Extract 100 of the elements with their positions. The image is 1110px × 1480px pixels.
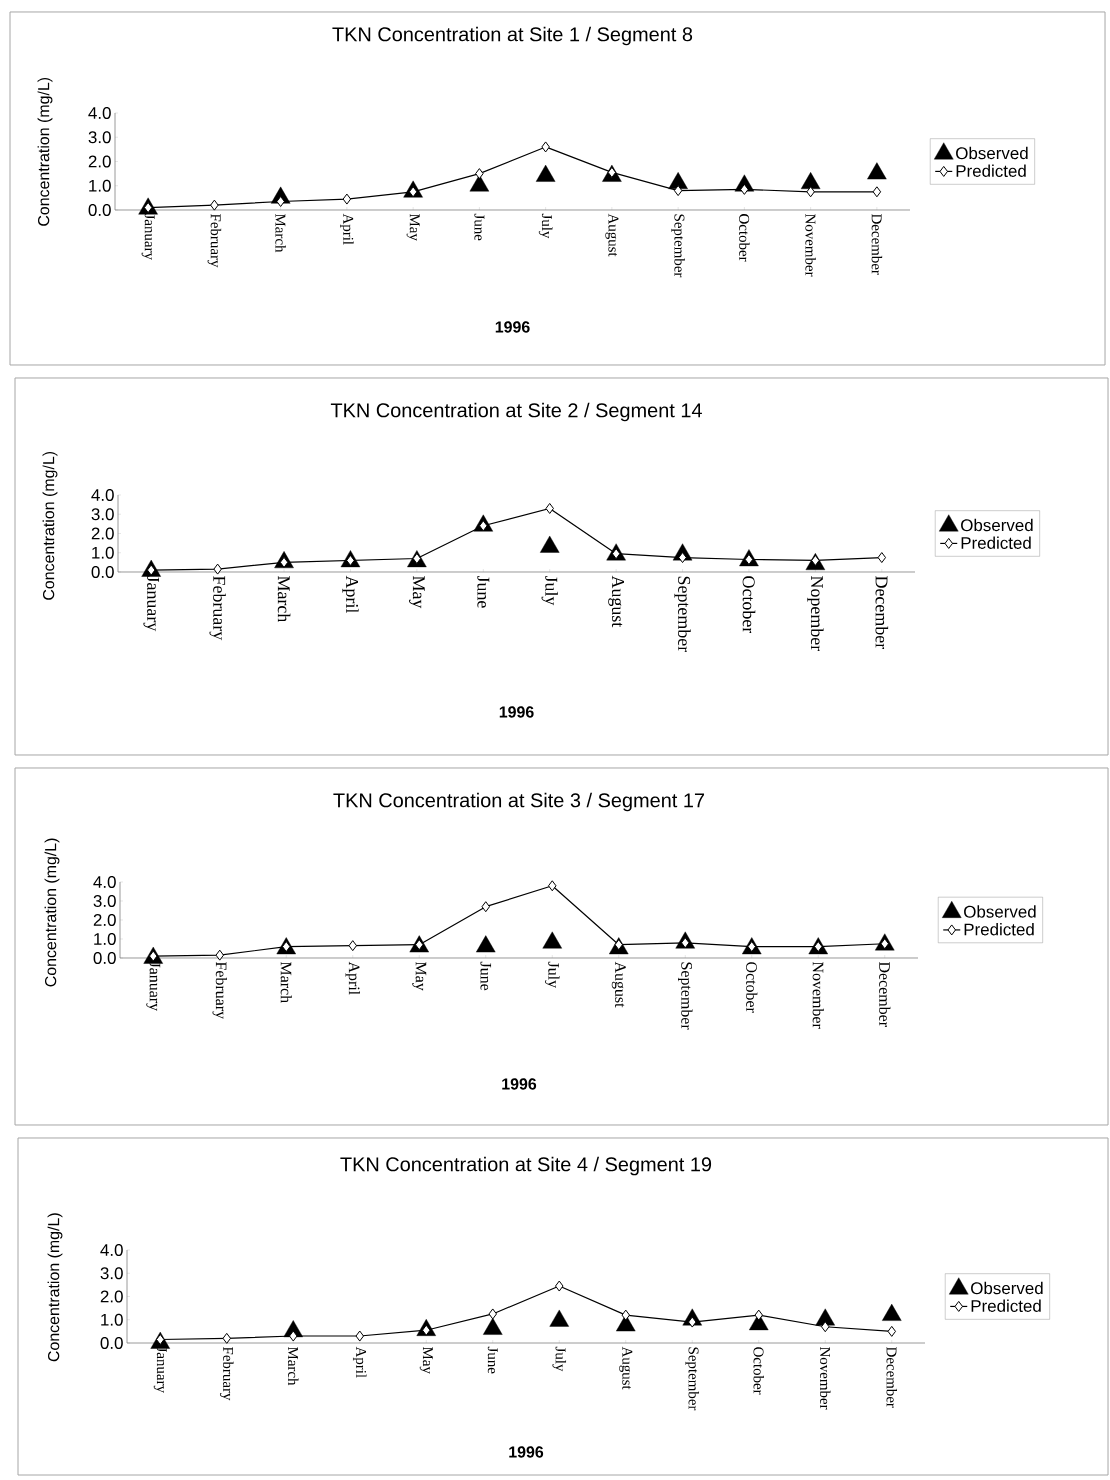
point [607, 166, 617, 178]
x-tick-label: April [340, 213, 354, 245]
x-tick-label: February [209, 576, 226, 641]
x-tick-label: May [419, 1346, 433, 1374]
chart-title: TKN Concentration at Site 2 / Segment 14 [330, 402, 702, 422]
x-tick-label: October [753, 1347, 764, 1395]
x-tick-label: January [146, 961, 161, 1012]
point [814, 941, 823, 953]
x-tick-label: July [545, 961, 560, 989]
x-tick-label: August [611, 961, 626, 1008]
x-tick-label: September [685, 1347, 700, 1411]
point [877, 552, 887, 564]
x-tick-label: September [678, 962, 693, 1030]
point [681, 937, 690, 949]
x-tick-label: May [406, 213, 420, 241]
point [215, 949, 224, 961]
x-tick-label: August [619, 1346, 633, 1390]
x-tick-label: June [474, 213, 485, 241]
legend-label: Observed [964, 905, 1036, 918]
point [149, 950, 158, 962]
x-tick-label: May [412, 961, 427, 991]
y-tick-label: 2.0 [91, 527, 114, 540]
x-tick-label: April [342, 575, 359, 614]
y-tick-label: 4.0 [88, 106, 111, 119]
y-tick-label: 2.0 [100, 1290, 123, 1303]
x-axis-title: 1996 [509, 1446, 544, 1458]
x-tick-label: August [608, 575, 624, 628]
x-tick-label: November [805, 213, 816, 277]
y-tick-label: 0.0 [88, 203, 111, 216]
x-tick-label: May [409, 576, 425, 609]
y-tick-label: 1.0 [92, 546, 114, 559]
x-tick-label: December [871, 213, 883, 275]
point [476, 935, 496, 953]
y-axis-title: Concentration (mg/L) [47, 1213, 63, 1362]
point [213, 563, 222, 575]
point [210, 199, 219, 211]
x-tick-label: June [477, 575, 490, 608]
x-tick-label: October [746, 962, 758, 1013]
x-tick-label: June [480, 961, 492, 991]
point [348, 940, 357, 952]
point [479, 520, 488, 532]
y-axis-title: Concentration (mg/L) [44, 838, 60, 987]
legend-label: Predicted [961, 536, 1031, 549]
y-tick-label: 3.0 [93, 894, 116, 907]
x-tick-label: October [742, 576, 756, 634]
point [143, 202, 153, 214]
x-tick-label: July [552, 1346, 567, 1372]
y-tick-label: 0.0 [93, 952, 116, 964]
x-tick-label: March [275, 213, 286, 253]
y-tick-label: 1.0 [89, 179, 111, 192]
x-tick-label: October [739, 214, 750, 262]
point [747, 941, 757, 953]
x-tick-label: March [277, 576, 291, 623]
x-tick-label: April [352, 1346, 367, 1378]
point [276, 196, 285, 207]
chart-title: TKN Concentration at Site 3 / Segment 17 [333, 792, 705, 812]
chart-title: TKN Concentration at Site 4 / Segment 19 [340, 1156, 712, 1176]
y-tick-label: 1.0 [101, 1313, 123, 1326]
point [475, 168, 484, 180]
point [614, 939, 623, 951]
point [282, 941, 291, 953]
x-tick-label: Nopember [807, 576, 824, 652]
point [740, 183, 749, 195]
x-tick-label: July [541, 575, 558, 606]
y-tick-label: 0.0 [100, 1337, 123, 1349]
point [548, 880, 557, 892]
x-tick-label: March [288, 1346, 299, 1386]
x-tick-label: December [879, 961, 891, 1027]
x-tick-label: November [820, 1346, 831, 1410]
y-tick-label: 0.0 [91, 565, 114, 578]
point [744, 553, 754, 565]
x-tick-label: September [671, 214, 685, 278]
y-tick-label: 3.0 [100, 1267, 123, 1280]
x-tick-label: November [812, 961, 824, 1029]
x-tick-label: February [212, 961, 227, 1019]
point [481, 901, 490, 913]
point [668, 172, 688, 190]
x-tick-label: December [875, 576, 889, 650]
x-axis-title: 1996 [499, 706, 534, 718]
x-tick-label: January [153, 1346, 167, 1393]
point [678, 552, 687, 564]
y-tick-label: 4.0 [100, 1244, 123, 1256]
point [872, 186, 882, 198]
point [880, 938, 890, 950]
x-tick-label: March [280, 961, 292, 1003]
legend-label: Observed [971, 1281, 1043, 1295]
x-tick-label: December [886, 1346, 898, 1408]
point [867, 162, 887, 180]
y-tick-label: 4.0 [91, 488, 114, 501]
y-tick-label: 3.0 [91, 508, 114, 521]
x-tick-label: June [487, 1346, 498, 1374]
x-tick-label: July [538, 213, 553, 239]
point [412, 553, 422, 565]
chart-title: TKN Concentration at Site 1 / Segment 8 [332, 26, 693, 46]
point [673, 185, 683, 197]
y-tick-label: 3.0 [88, 131, 111, 144]
point [346, 554, 355, 566]
point [415, 939, 424, 951]
x-tick-label: January [143, 575, 160, 632]
point [545, 502, 554, 514]
